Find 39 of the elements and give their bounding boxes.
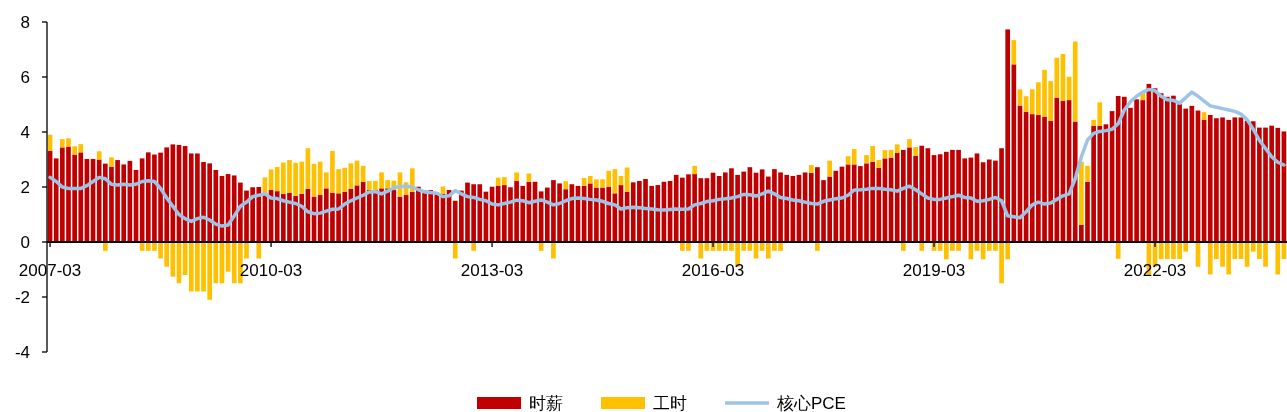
- y-tick-label: -2: [14, 288, 30, 307]
- bar: [1072, 41, 1078, 122]
- bar: [551, 242, 556, 259]
- bar: [563, 181, 569, 190]
- y-tick-label: 4: [20, 123, 30, 142]
- bar: [901, 242, 906, 251]
- y-tick-label: 2: [20, 178, 30, 197]
- bar: [1275, 242, 1281, 275]
- y-tick-label: 6: [20, 68, 30, 87]
- bar: [913, 147, 918, 156]
- bar: [1115, 242, 1121, 259]
- bar: [96, 151, 102, 160]
- bar: [514, 172, 519, 181]
- bar: [1011, 40, 1017, 65]
- bar: [894, 144, 900, 153]
- bar: [815, 242, 820, 251]
- legend-label: 时薪: [529, 394, 563, 412]
- x-tick-label: 2016-03: [681, 261, 745, 280]
- bar: [102, 242, 108, 251]
- bar: [919, 242, 925, 251]
- bar: [808, 165, 814, 173]
- bar: [827, 160, 833, 177]
- legend-label: 核心PCE: [776, 394, 846, 412]
- bar: [698, 242, 704, 259]
- bar: [471, 242, 476, 251]
- legend-label: 工时: [653, 394, 687, 412]
- bar: [851, 149, 857, 165]
- bar: [440, 186, 446, 194]
- y-tick-label: -4: [14, 343, 30, 362]
- x-tick-label: 2013-03: [460, 261, 524, 280]
- y-tick-label: 8: [20, 13, 30, 32]
- bar: [109, 157, 114, 167]
- x-tick-label: 2022-03: [1123, 261, 1187, 280]
- bar: [256, 242, 262, 259]
- bar: [907, 139, 912, 148]
- bar: [692, 165, 697, 175]
- bar: [452, 242, 458, 259]
- y-tick-label: 0: [20, 233, 30, 252]
- x-tick-label: 2019-03: [902, 261, 966, 280]
